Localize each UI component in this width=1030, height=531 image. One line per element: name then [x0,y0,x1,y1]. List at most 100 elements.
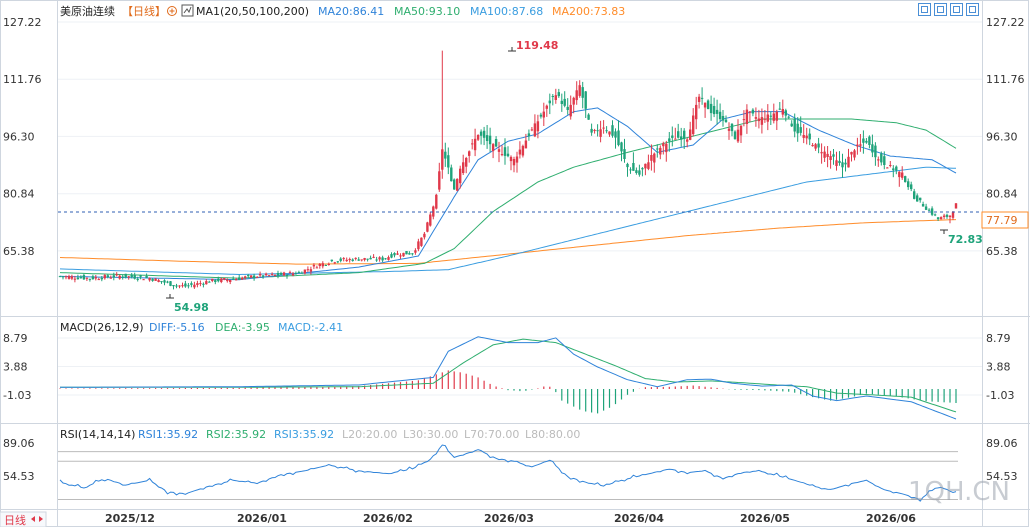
candle-body [623,149,626,159]
candle-body [730,123,734,132]
candle-body [178,285,181,287]
rsi-line [59,444,957,502]
candle-body [229,280,232,282]
zoom-in-icon[interactable] [918,3,931,16]
candle-body [611,125,614,136]
candle-body [444,151,447,159]
candle-body [61,276,65,278]
rsi3-value: RSI3:35.92 [274,428,334,441]
candle-body [521,145,525,156]
candle-body [154,278,157,281]
fullscreen-icon[interactable] [966,3,979,16]
candle-body [689,129,692,140]
candle-body [853,150,856,158]
candle-body [614,131,617,138]
candle-body [309,269,313,272]
candle-body [330,259,333,262]
candle-body [148,278,151,281]
candle-body [883,156,886,165]
fit-icon[interactable] [950,3,963,16]
candle-body [632,163,635,171]
candle-body [930,208,934,215]
candle-body [527,133,531,137]
candle-body [700,97,704,99]
candle-body [196,283,199,285]
price-tick-right: 80.84 [986,188,1018,201]
candle-body [208,281,211,283]
candle-body [127,276,130,278]
candle-body [118,275,121,279]
candle-body [814,144,817,149]
candle-body [662,143,665,147]
candle-body [518,149,522,155]
candle-body [874,145,877,158]
tab-arrow-right-icon[interactable] [39,516,43,522]
candle-body [64,276,68,278]
candle-body [948,215,952,217]
candle-body [790,123,793,127]
zoom-out-icon[interactable] [934,3,947,16]
tab-arrow-left-icon[interactable] [31,516,35,522]
candle-body [721,116,725,121]
rsi-l20: L20:20.00 [342,428,397,441]
candle-body [892,168,895,171]
candle-body [300,272,304,274]
candle-body [408,253,411,255]
candlesticks [58,50,958,290]
candle-body [73,278,77,280]
candle-body [76,277,80,280]
candle-body [166,281,169,283]
candle-body [659,147,662,155]
candle-body [157,280,160,282]
candle-body [494,139,498,147]
candle-body [414,250,417,253]
candle-body [745,109,749,124]
rsi-tick-left: 54.53 [3,470,35,483]
diff-line [60,336,957,420]
candle-body [303,269,307,274]
candle-body [641,168,644,170]
candle-body [235,279,238,281]
candle-body [599,129,602,137]
indicator-icon[interactable] [181,4,194,17]
candle-body [184,283,187,287]
rsi1-value: RSI1:35.92 [138,428,198,441]
price-tick-right: 96.30 [986,130,1018,143]
candle-body [453,179,456,190]
candle-body [856,144,859,147]
candle-body [94,277,97,279]
candle-body [420,237,423,246]
candle-body [605,130,608,132]
candle-body [557,92,560,97]
footer: 日线 1QH.CN [0,477,1010,528]
candle-body [82,275,86,280]
candle-body [181,285,184,287]
candle-body [951,212,955,218]
candle-body [515,156,519,163]
macd-lines [60,336,957,420]
candle-body [393,253,396,256]
candle-body [217,278,220,282]
candle-body [718,111,722,120]
macd-dea: DEA:-3.95 [215,321,270,334]
time-label: 2026/04 [614,512,664,525]
add-icon[interactable] [167,6,177,16]
price-tick-left: 80.84 [3,188,35,201]
candle-body [333,262,336,264]
candle-body [904,176,907,183]
candle-body [919,197,922,201]
candle-body [145,276,148,278]
rsi-header: RSI(14,14,14) RSI1:35.92 RSI2:35.92 RSI3… [60,428,580,441]
macd-title: MACD(26,12,9) [60,321,144,334]
candle-body [396,253,399,255]
time-label: 2026/05 [740,512,790,525]
candle-body [142,279,145,281]
macd-tick-right: 8.79 [986,332,1011,345]
candle-body [151,278,154,281]
candle-body [910,184,913,190]
candle-body [545,105,548,109]
candle-body [491,144,495,152]
low-label-left: 54.98 [174,301,209,314]
candle-body [384,258,387,260]
candle-body [318,263,321,266]
